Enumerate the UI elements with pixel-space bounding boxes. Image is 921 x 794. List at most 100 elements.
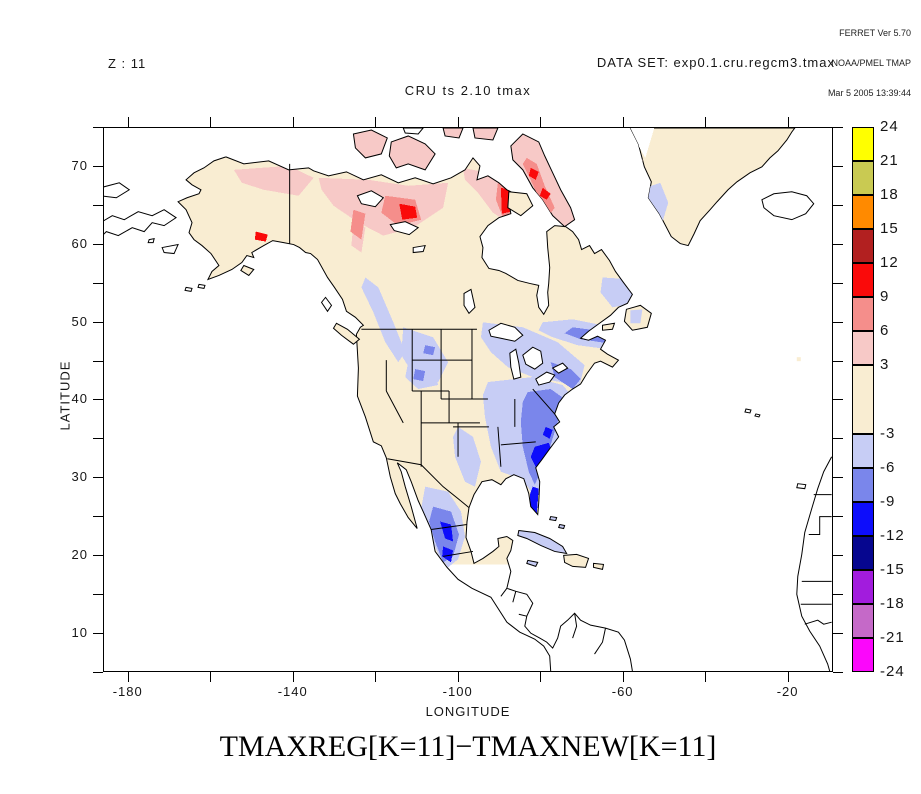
anomaly-lblue-newfoundland [630, 309, 643, 324]
stray-data-cell [796, 357, 801, 362]
lake-superior [488, 322, 524, 342]
anomaly-lblue-texas [453, 426, 481, 487]
us-state-borders [385, 329, 556, 467]
ferret-timestamp-line: Mar 5 2005 13:39:44 [827, 88, 911, 98]
africa-coastline [796, 456, 832, 671]
y-tick-left [93, 633, 103, 635]
colorbar-segment [852, 467, 874, 502]
anomaly-pink-alaska-slope [233, 165, 314, 196]
y-tick-left [93, 127, 103, 128]
anomaly-salmon-streak [350, 209, 366, 240]
x-axis-title: LONGITUDE [425, 704, 511, 719]
x-tick-label: -20 [776, 684, 799, 699]
colorbar-segment [852, 331, 874, 366]
dataset-label: DATA SET: exp0.1.cru.regcm3.tmax [596, 55, 835, 70]
x-tick-bottom [705, 672, 707, 682]
banks-island [352, 129, 388, 159]
colorbar-tick-label: -21 [880, 628, 905, 646]
x-tick-label: -180 [112, 684, 143, 699]
bahamas-1 [549, 516, 558, 522]
x-tick-bottom [127, 672, 129, 682]
parry-islands [402, 128, 424, 135]
y-tick-label: 70 [71, 157, 88, 173]
somerset-island [442, 128, 464, 139]
kodiak-island [240, 264, 255, 277]
colorbar-tick-label: -3 [880, 424, 896, 442]
x-tick-bottom [787, 672, 789, 682]
anomaly-red-alaska-coast [254, 231, 268, 242]
iceland [761, 191, 815, 221]
colorbar-segment [852, 569, 874, 604]
southampton-island [507, 191, 534, 217]
africa-borders [800, 494, 832, 625]
colorbar-segment [852, 365, 874, 434]
bahamas-2 [558, 523, 566, 530]
y-tick-label: 40 [71, 391, 88, 407]
y-tick-left [93, 165, 103, 167]
y-tick-left [93, 204, 103, 206]
siberia-chukotka [104, 182, 179, 255]
colorbar-tick-label: 21 [880, 152, 899, 170]
lake-athabasca [412, 244, 426, 254]
x-tick-bottom [540, 672, 542, 682]
colorbar-tick-label: -15 [880, 560, 905, 578]
anomaly-bblue-virginia [542, 426, 553, 439]
y-tick-left [93, 321, 103, 323]
y-tick-label: 50 [71, 313, 88, 329]
us-mexico-border [387, 458, 470, 508]
plot-subtitle: CRU ts 2.10 tmax [404, 83, 532, 98]
y-tick-right [833, 516, 843, 518]
anomaly-red-greatbear [399, 203, 418, 220]
aleutian-2 [184, 286, 193, 292]
y-tick-right [833, 127, 843, 128]
lake-ontario [551, 362, 569, 374]
south-america-borders [572, 613, 606, 655]
colorbar-tick-label: 15 [880, 220, 899, 238]
political-borders [289, 163, 606, 655]
ferret-org-line: NOAA/PMEL TMAP [831, 58, 911, 68]
x-tick-top [622, 117, 624, 127]
y-tick-right [833, 671, 843, 673]
y-tick-left [93, 671, 103, 673]
x-tick-label: -140 [277, 684, 308, 699]
vancouver-island [332, 322, 361, 345]
lake-huron [522, 346, 544, 370]
y-tick-left [93, 360, 103, 362]
x-tick-top [292, 117, 294, 127]
anomaly-lblue-bc [361, 277, 406, 363]
y-tick-label: 20 [71, 547, 88, 563]
ferret-version-info: FERRET Ver 5.70 NOAA/PMEL TMAP Mar 5 200… [828, 8, 911, 118]
great-bear-lake [356, 190, 385, 208]
colorbar-segment [852, 195, 874, 230]
baffin-island [510, 133, 576, 228]
colorbar-tick-label: -18 [880, 594, 905, 612]
y-tick-left [93, 555, 103, 557]
y-tick-right [833, 321, 843, 323]
baffin-anomalies [522, 157, 555, 216]
colorbar-tick-label: -24 [880, 663, 905, 680]
lake-winnipeg [463, 288, 476, 315]
greenland [629, 128, 796, 247]
colorbar-tick-label: 24 [880, 118, 899, 135]
arctic-islands [352, 128, 576, 228]
x-tick-bottom [375, 672, 377, 682]
y-tick-label: 30 [71, 469, 88, 485]
mexico-state-borders [431, 524, 474, 557]
y-tick-left [93, 438, 103, 440]
azores-2 [754, 413, 761, 418]
x-tick-top [540, 117, 542, 127]
azores-1 [744, 408, 752, 414]
colorbar-tick-label: 6 [880, 322, 890, 340]
y-tick-right [833, 594, 843, 596]
st-lawrence-island [161, 243, 179, 255]
caribbean-islands [517, 516, 605, 570]
x-tick-bottom [622, 672, 624, 682]
colorbar-segment [852, 229, 874, 264]
y-tick-left [93, 243, 103, 245]
anticosti-island [602, 322, 616, 331]
x-tick-bottom [457, 672, 459, 682]
anomaly-bblue-mexico2 [442, 546, 454, 563]
map-plot-area [103, 127, 833, 672]
x-tick-top [457, 117, 459, 127]
y-tick-left [93, 282, 103, 284]
